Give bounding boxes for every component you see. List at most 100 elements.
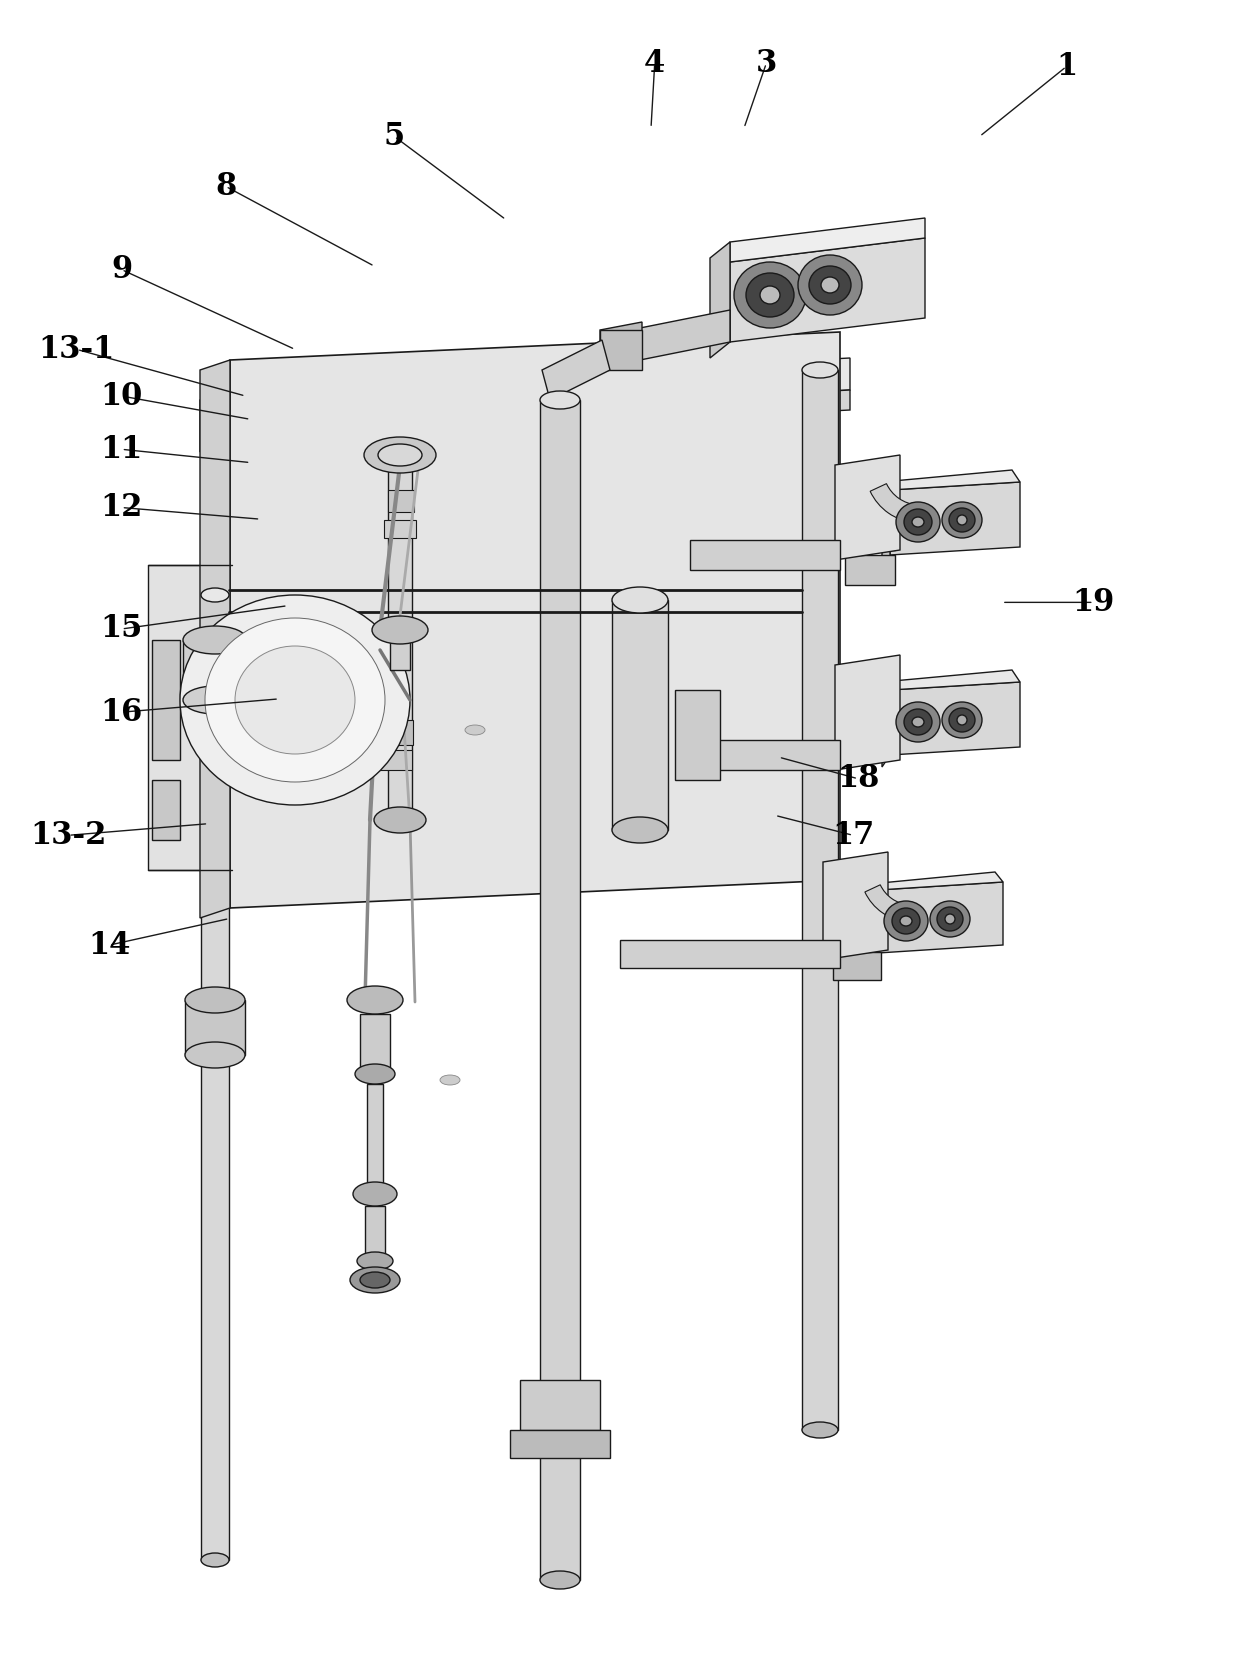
Polygon shape (200, 359, 229, 919)
Ellipse shape (184, 626, 247, 654)
Ellipse shape (201, 587, 229, 602)
Ellipse shape (440, 1075, 460, 1085)
Bar (675, 691, 720, 780)
Text: 19: 19 (1073, 587, 1115, 617)
Polygon shape (600, 323, 642, 368)
Text: 11: 11 (100, 434, 143, 464)
Text: 12: 12 (100, 493, 143, 522)
Bar (844, 556, 895, 586)
Wedge shape (864, 885, 909, 922)
Polygon shape (148, 566, 232, 870)
Ellipse shape (799, 255, 862, 314)
Polygon shape (890, 682, 1021, 755)
Ellipse shape (897, 503, 940, 542)
Ellipse shape (378, 444, 422, 466)
Polygon shape (229, 389, 849, 443)
Ellipse shape (465, 726, 485, 735)
Polygon shape (229, 333, 839, 909)
Ellipse shape (236, 646, 355, 754)
Bar (833, 909, 880, 947)
Text: 8: 8 (215, 171, 237, 201)
Ellipse shape (185, 987, 246, 1013)
Bar (539, 399, 580, 1581)
Ellipse shape (360, 1271, 391, 1288)
Bar (391, 626, 410, 671)
Bar (833, 952, 880, 980)
Ellipse shape (388, 444, 412, 456)
Polygon shape (870, 872, 1003, 890)
Ellipse shape (937, 907, 963, 930)
Ellipse shape (180, 596, 410, 805)
Polygon shape (640, 310, 730, 359)
Ellipse shape (365, 438, 436, 473)
Bar (201, 596, 229, 1561)
Ellipse shape (613, 587, 668, 612)
Polygon shape (882, 483, 890, 567)
Ellipse shape (760, 286, 780, 305)
Ellipse shape (897, 702, 940, 742)
Text: 5: 5 (383, 121, 405, 151)
Polygon shape (882, 469, 1021, 489)
Bar (802, 369, 838, 1429)
Polygon shape (542, 339, 610, 399)
Ellipse shape (904, 709, 932, 735)
Ellipse shape (746, 273, 794, 318)
Ellipse shape (904, 509, 932, 536)
Ellipse shape (802, 1423, 838, 1438)
Polygon shape (711, 241, 730, 358)
Polygon shape (890, 483, 1021, 556)
Wedge shape (870, 484, 916, 522)
Ellipse shape (892, 909, 920, 934)
Polygon shape (689, 541, 839, 571)
Polygon shape (620, 940, 839, 968)
Bar (844, 509, 895, 551)
Bar (184, 641, 247, 701)
Ellipse shape (539, 391, 580, 409)
Bar (388, 449, 412, 830)
Ellipse shape (347, 987, 403, 1013)
Polygon shape (229, 358, 849, 423)
Polygon shape (835, 656, 900, 770)
Bar (384, 519, 415, 537)
Bar (844, 711, 895, 750)
Text: 18: 18 (837, 764, 879, 794)
Text: 3: 3 (755, 48, 777, 78)
Ellipse shape (184, 686, 247, 714)
Bar (613, 601, 668, 830)
Ellipse shape (357, 1251, 393, 1270)
Ellipse shape (205, 617, 384, 782)
Polygon shape (870, 884, 878, 965)
Ellipse shape (372, 616, 428, 644)
Text: 16: 16 (100, 697, 143, 727)
Bar (370, 750, 412, 770)
Bar (360, 1013, 391, 1073)
Text: 9: 9 (110, 255, 133, 285)
Ellipse shape (911, 717, 924, 727)
Ellipse shape (942, 702, 982, 739)
Polygon shape (835, 454, 900, 561)
Ellipse shape (613, 817, 668, 844)
Ellipse shape (900, 915, 911, 925)
Ellipse shape (201, 1553, 229, 1567)
Polygon shape (689, 740, 839, 770)
Bar (520, 1379, 600, 1429)
Ellipse shape (808, 266, 851, 305)
Bar (600, 329, 642, 369)
Bar (185, 1000, 246, 1055)
Ellipse shape (942, 503, 982, 537)
Ellipse shape (355, 1063, 396, 1083)
Bar (388, 489, 414, 513)
Text: 14: 14 (88, 930, 130, 960)
Ellipse shape (930, 900, 970, 937)
Ellipse shape (802, 363, 838, 378)
Polygon shape (882, 682, 890, 767)
Bar (510, 1429, 610, 1458)
Ellipse shape (374, 807, 427, 834)
Text: 13-2: 13-2 (30, 820, 107, 850)
Ellipse shape (821, 276, 839, 293)
Ellipse shape (539, 1571, 580, 1589)
Polygon shape (730, 238, 925, 343)
Ellipse shape (911, 518, 924, 527)
Polygon shape (823, 852, 888, 960)
Ellipse shape (353, 1181, 397, 1206)
